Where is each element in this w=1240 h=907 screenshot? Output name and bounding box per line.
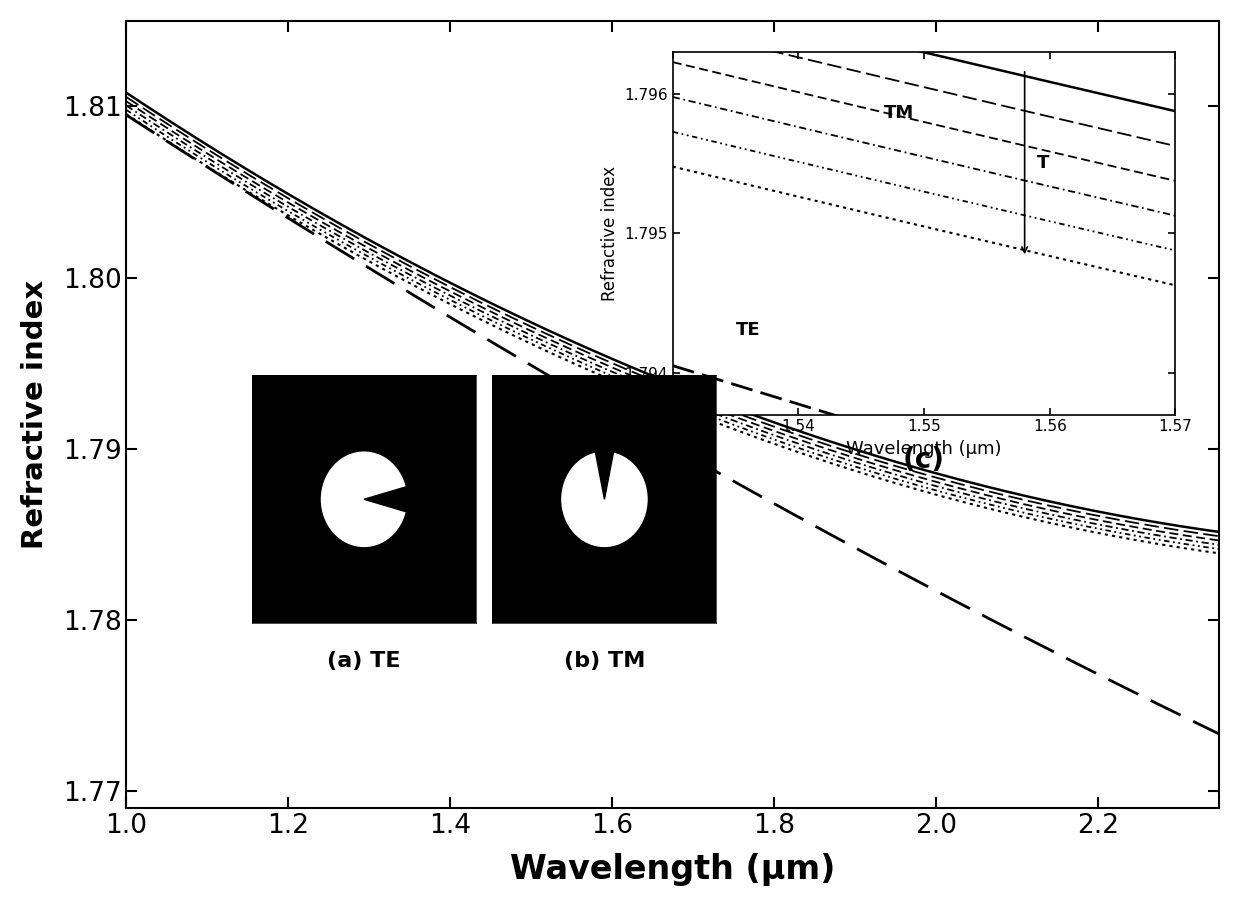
- Text: (c): (c): [903, 446, 945, 474]
- Text: (b) TM: (b) TM: [564, 651, 645, 671]
- X-axis label: Wavelength (μm): Wavelength (μm): [510, 853, 836, 886]
- Text: (a) TE: (a) TE: [327, 651, 401, 671]
- Y-axis label: Refractive index: Refractive index: [21, 280, 48, 549]
